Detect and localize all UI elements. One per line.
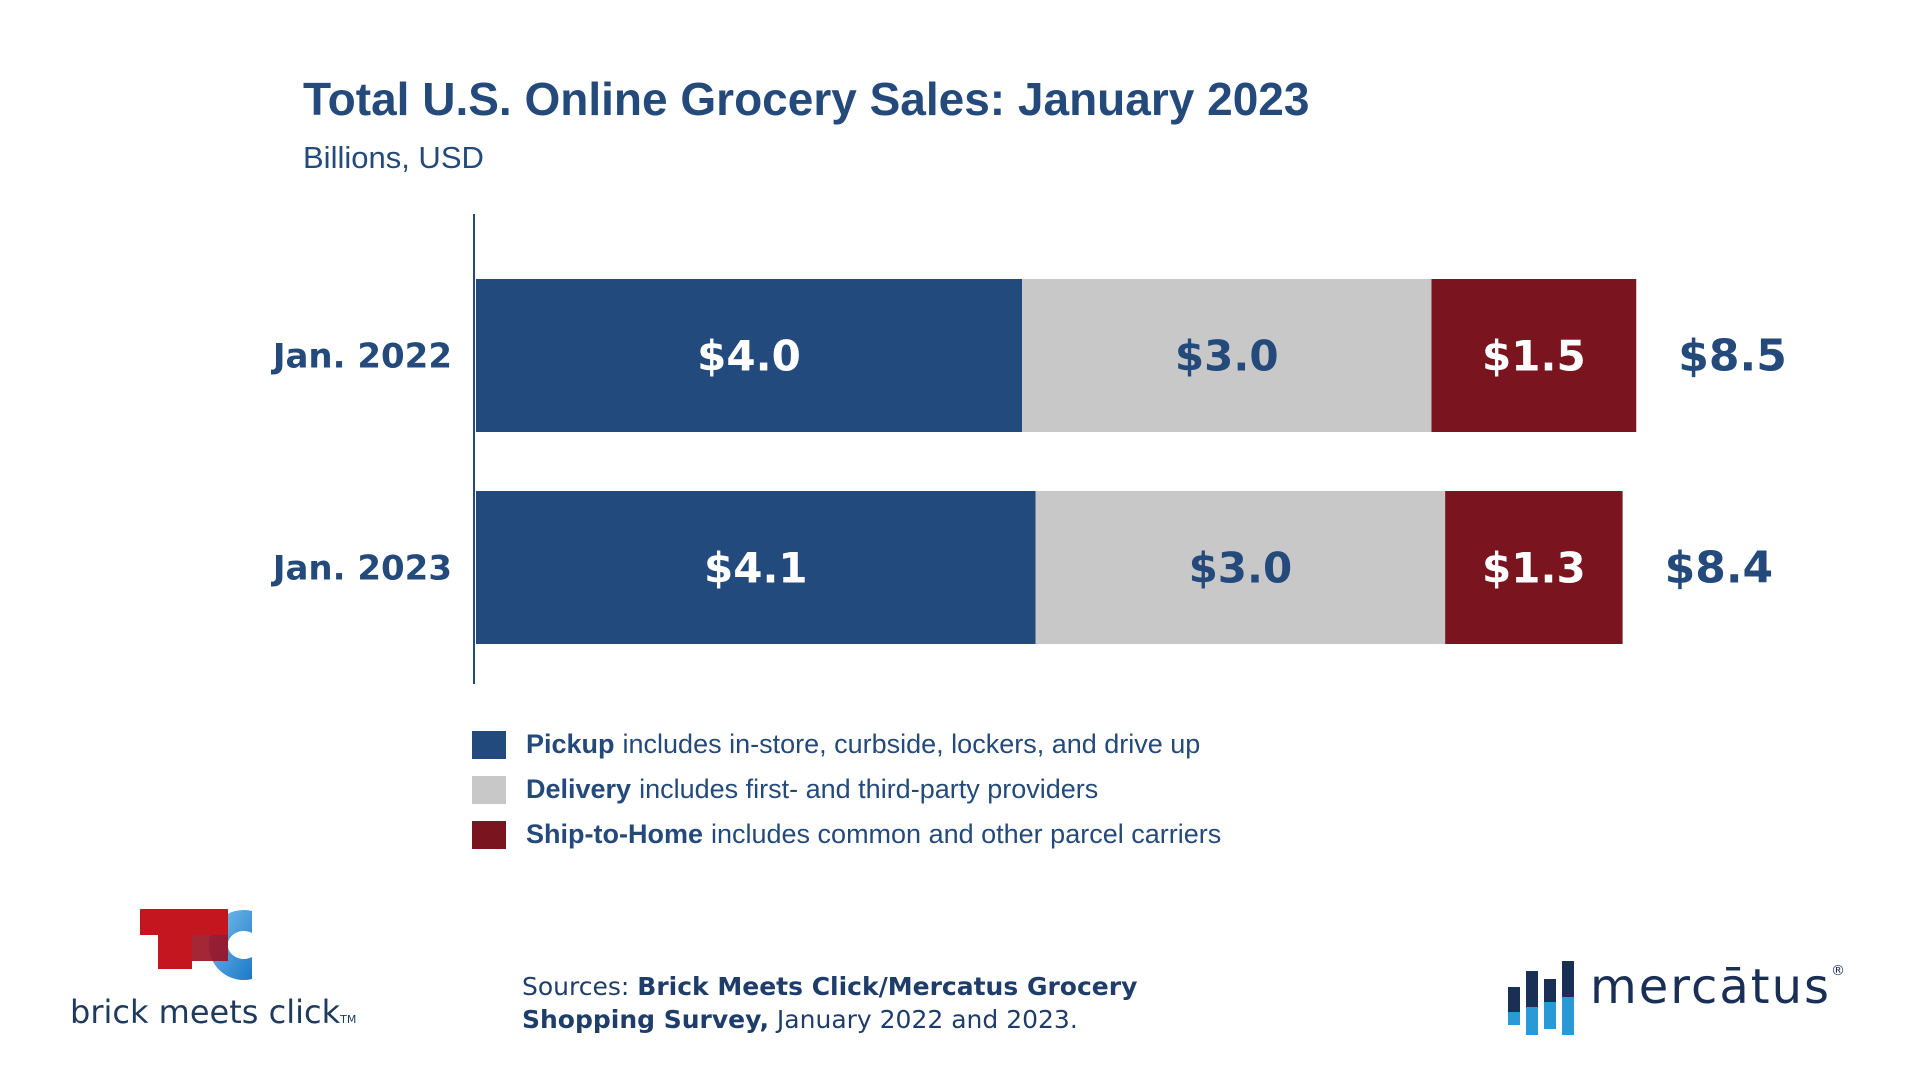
legend-swatch-delivery: [472, 775, 506, 804]
legend: Pickup includes in-store, curbside, lock…: [472, 722, 1221, 857]
data-label-pickup-jan-2022: $4.0: [697, 332, 801, 381]
data-label-ship-to-home-jan-2023: $1.3: [1482, 544, 1586, 593]
legend-label-pickup: Pickup: [526, 729, 615, 759]
legend-swatch-ship-to-home: [472, 820, 506, 849]
bar-ship-to-home-jan-2022: [1431, 279, 1637, 432]
legend-swatch-pickup: [472, 730, 506, 759]
sources-prefix: Sources:: [522, 972, 638, 1001]
total-label-jan-2023: $8.4: [1665, 543, 1774, 594]
data-label-ship-to-home-jan-2022: $1.5: [1482, 332, 1586, 381]
legend-label-delivery: Delivery: [526, 774, 632, 804]
data-label-delivery-jan-2023: $3.0: [1189, 544, 1293, 593]
sources-name: Brick Meets Click/Mercatus Grocery Shopp…: [522, 972, 1138, 1034]
legend-label-ship-to-home: Ship-to-Home: [526, 819, 703, 849]
mercatus-logo: mercātus®: [1506, 957, 1866, 1037]
brick-meets-click-logo: brick meets clickTM: [70, 905, 410, 1035]
bar-ship-to-home-jan-2023: [1445, 491, 1623, 644]
legend-desc-delivery: includes first- and third-party provider…: [639, 774, 1099, 804]
legend-item-ship-to-home: Ship-to-Home includes common and other p…: [472, 812, 1221, 857]
sources-suffix: January 2022 and 2023.: [768, 1005, 1078, 1034]
brick-meets-click-wordmark: brick meets clickTM: [70, 993, 357, 1031]
category-label-jan-2023: Jan. 2023: [271, 549, 452, 589]
bar-delivery-jan-2023: [1035, 491, 1446, 644]
data-label-pickup-jan-2023: $4.1: [704, 544, 808, 593]
data-label-delivery-jan-2022: $3.0: [1175, 332, 1279, 381]
legend-desc-ship-to-home: includes common and other parcel carrier…: [710, 819, 1222, 849]
legend-item-delivery: Delivery includes first- and third-party…: [472, 767, 1221, 812]
chart-subtitle: Billions, USD: [303, 140, 484, 175]
category-label-jan-2022: Jan. 2022: [271, 337, 452, 377]
sources-note: Sources: Brick Meets Click/Mercatus Groc…: [522, 970, 1162, 1036]
bar-pickup-jan-2023: [476, 491, 1036, 644]
bar-delivery-jan-2022: [1022, 279, 1432, 432]
stacked-bar-chart: Jan. 2022 $4.0 $3.0 $1.5 $8.5 Jan. 2023 $4.1 $3…: [271, 214, 1787, 684]
mercatus-bars-icon: [1508, 961, 1574, 1035]
bar-pickup-jan-2022: [476, 279, 1022, 432]
legend-desc-pickup: includes in-store, curbside, lockers, an…: [622, 729, 1201, 759]
chart-title: Total U.S. Online Grocery Sales: January…: [303, 73, 1310, 125]
total-label-jan-2022: $8.5: [1678, 331, 1787, 382]
mercatus-wordmark: mercātus®: [1590, 959, 1848, 1015]
legend-item-pickup: Pickup includes in-store, curbside, lock…: [472, 722, 1221, 767]
brick-meets-click-mark-icon: [140, 909, 252, 980]
